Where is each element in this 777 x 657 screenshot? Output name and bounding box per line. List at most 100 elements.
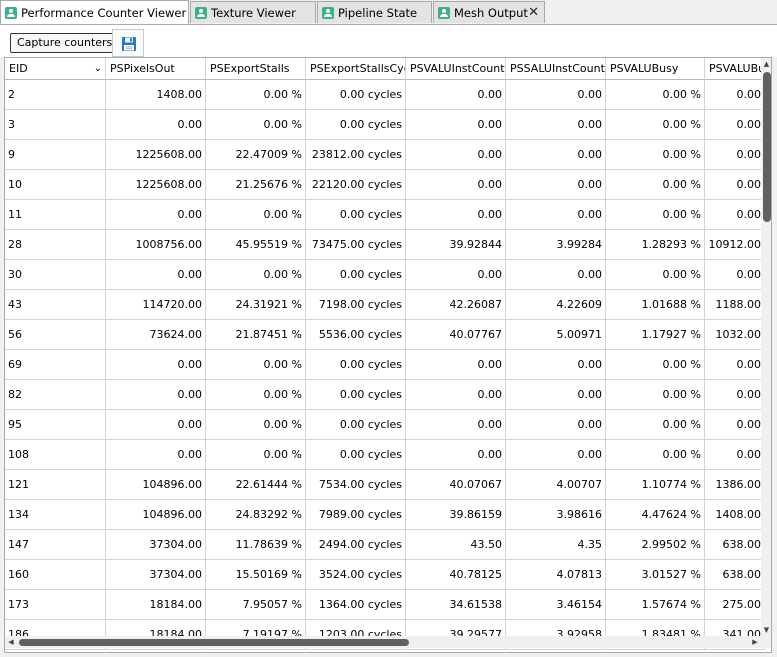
table-cell[interactable]: 0.00 cycles [306,440,406,470]
scroll-down-icon[interactable]: ▼ [763,626,770,634]
table-cell[interactable]: 4.00707 [506,470,606,500]
table-cell[interactable]: 1364.00 cycles [306,590,406,620]
save-button[interactable] [112,29,144,57]
table-cell[interactable]: 22.47009 % [206,140,306,170]
table-cell-eid[interactable]: 11 [5,200,106,230]
table-cell[interactable]: 1188.00 [705,290,765,320]
table-cell[interactable]: 0.00 [406,80,506,110]
column-header[interactable]: PSVALUInstCount [406,58,506,80]
table-cell-eid[interactable]: 134 [5,500,106,530]
table-cell[interactable]: 3.99284 [506,230,606,260]
table-cell[interactable]: 0.00 % [206,440,306,470]
table-cell[interactable]: 1408.00 [705,500,765,530]
table-cell-eid[interactable]: 56 [5,320,106,350]
table-cell[interactable]: 2.99502 % [606,530,705,560]
table-cell[interactable]: 0.00 [506,200,606,230]
table-cell[interactable]: 4.22609 [506,290,606,320]
table-cell[interactable]: 0.00 % [606,350,705,380]
table-cell[interactable]: 0.00 [506,80,606,110]
horizontal-scroll-thumb[interactable] [19,639,409,646]
tab-mesh-output[interactable]: Mesh Output ✕ [433,1,545,23]
tab-texture-viewer[interactable]: Texture Viewer [190,1,316,23]
table-cell[interactable]: 3.46154 [506,590,606,620]
table-cell[interactable]: 0.00 [406,170,506,200]
table-cell[interactable]: 18184.00 [106,590,206,620]
table-cell[interactable]: 0.00 [406,380,506,410]
table-cell[interactable]: 34.61538 [406,590,506,620]
column-header[interactable]: PSExportStallsCycles [306,58,406,80]
table-cell-eid[interactable]: 28 [5,230,106,260]
table-cell[interactable]: 1.57674 % [606,590,705,620]
table-cell[interactable]: 0.00 [705,140,765,170]
table-cell[interactable]: 7198.00 cycles [306,290,406,320]
table-cell[interactable]: 0.00 % [606,110,705,140]
table-cell[interactable]: 11.78639 % [206,530,306,560]
table-cell-eid[interactable]: 30 [5,260,106,290]
table-cell[interactable]: 7989.00 cycles [306,500,406,530]
table-cell[interactable]: 73624.00 [106,320,206,350]
table-cell[interactable]: 0.00 [705,260,765,290]
table-cell[interactable]: 0.00 % [206,110,306,140]
table-cell[interactable]: 0.00 [106,440,206,470]
table-cell[interactable]: 0.00 [506,260,606,290]
table-cell[interactable]: 0.00 % [606,140,705,170]
table-cell[interactable]: 40.07767 [406,320,506,350]
table-cell[interactable]: 0.00 % [606,80,705,110]
table-cell-eid[interactable]: 160 [5,560,106,590]
table-cell[interactable]: 114720.00 [106,290,206,320]
table-cell[interactable]: 104896.00 [106,470,206,500]
table-cell[interactable]: 37304.00 [106,530,206,560]
table-cell[interactable]: 0.00 % [606,260,705,290]
table-cell[interactable]: 0.00 [106,260,206,290]
column-header[interactable]: EID ⌄ [5,58,106,80]
table-cell[interactable]: 42.26087 [406,290,506,320]
table-cell[interactable]: 104896.00 [106,500,206,530]
table-cell[interactable]: 0.00 cycles [306,410,406,440]
table-cell[interactable]: 0.00 % [606,170,705,200]
table-cell[interactable]: 0.00 cycles [306,350,406,380]
column-header[interactable]: PSPixelsOut [106,58,206,80]
table-cell[interactable]: 7.95057 % [206,590,306,620]
table-cell[interactable]: 40.07067 [406,470,506,500]
table-cell-eid[interactable]: 10 [5,170,106,200]
table-cell[interactable]: 0.00 % [206,380,306,410]
table-cell[interactable]: 0.00 [106,200,206,230]
table-cell[interactable]: 0.00 [705,170,765,200]
table-cell[interactable]: 0.00 [506,440,606,470]
vertical-scrollbar[interactable]: ▲ ▼ [761,58,771,636]
table-cell[interactable]: 0.00 [106,110,206,140]
table-cell[interactable]: 24.31921 % [206,290,306,320]
table-cell-eid[interactable]: 3 [5,110,106,140]
table-cell[interactable]: 0.00 [506,170,606,200]
table-cell[interactable]: 0.00 cycles [306,260,406,290]
table-cell[interactable]: 0.00 [406,200,506,230]
capture-counters-button[interactable]: Capture counters [10,33,120,53]
table-cell[interactable]: 0.00 [705,380,765,410]
table-cell[interactable]: 0.00 % [206,260,306,290]
table-cell[interactable]: 22.61444 % [206,470,306,500]
table-cell[interactable]: 0.00 [705,410,765,440]
table-cell-eid[interactable]: 2 [5,80,106,110]
table-cell[interactable]: 2494.00 cycles [306,530,406,560]
vertical-scroll-thumb[interactable] [763,72,771,222]
table-cell[interactable]: 0.00 [406,110,506,140]
table-cell[interactable]: 1.17927 % [606,320,705,350]
table-cell[interactable]: 45.95519 % [206,230,306,260]
table-cell-eid[interactable]: 95 [5,410,106,440]
table-cell[interactable]: 0.00 [406,440,506,470]
tab-performance-counter-viewer[interactable]: Performance Counter Viewer ✕ [0,0,189,24]
table-cell[interactable]: 0.00 [506,410,606,440]
table-cell-eid[interactable]: 173 [5,590,106,620]
table-cell[interactable]: 1408.00 [106,80,206,110]
table-cell[interactable]: 24.83292 % [206,500,306,530]
table-cell-eid[interactable]: 9 [5,140,106,170]
table-cell[interactable]: 0.00 cycles [306,110,406,140]
close-icon[interactable]: ✕ [186,6,188,19]
table-cell[interactable]: 0.00 [406,260,506,290]
table-cell[interactable]: 0.00 % [606,410,705,440]
column-header[interactable]: PSVALUBusy [606,58,705,80]
table-cell[interactable]: 4.07813 [506,560,606,590]
table-cell[interactable]: 1.10774 % [606,470,705,500]
table-cell[interactable]: 15.50169 % [206,560,306,590]
table-cell[interactable]: 43.50 [406,530,506,560]
